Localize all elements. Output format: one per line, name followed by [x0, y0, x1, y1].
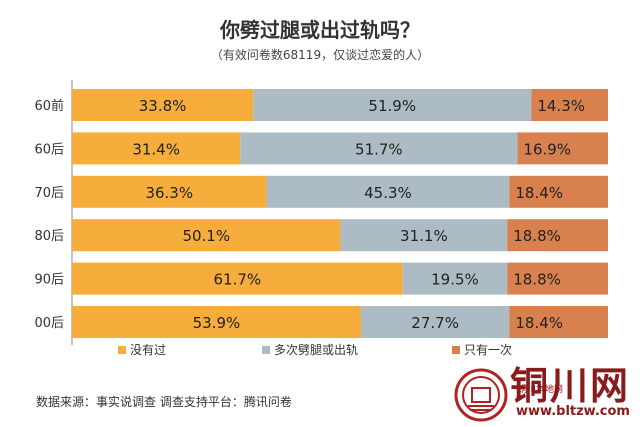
y-tick-label: 60后 — [34, 142, 64, 157]
watermark-site-name: 铜川网 — [510, 363, 631, 408]
bar-data-label: 33.8% — [139, 97, 187, 115]
bar-segment — [402, 262, 508, 295]
bar-data-label: 14.3% — [537, 97, 585, 115]
legend-label: 没有过 — [130, 342, 166, 357]
bar-segment — [72, 219, 341, 252]
bar-segment — [509, 175, 608, 208]
bar-segment — [72, 175, 267, 208]
bar-segment — [253, 89, 532, 121]
bar-data-label: 19.5% — [431, 271, 479, 289]
bar-segment — [72, 89, 254, 121]
legend-swatch — [452, 346, 460, 354]
legend-label: 多次劈腿或出轨 — [274, 342, 358, 357]
chart-subtitle: （有效问卷数68119，仅谈过恋爱的人） — [210, 48, 430, 62]
bar-segment — [72, 262, 403, 295]
legend-label: 只有一次 — [464, 343, 512, 357]
bar-data-label: 36.3% — [145, 184, 193, 202]
watermark-url: www.bltzw.com — [516, 404, 630, 419]
bar-data-label: 18.4% — [515, 314, 563, 332]
y-tick-label: 00后 — [34, 316, 64, 331]
y-tick-label: 70后 — [34, 186, 64, 201]
bar-segment — [509, 306, 608, 338]
data-source-note: 数据来源：事实说调查 调查支持平台：腾讯问卷 — [36, 395, 292, 409]
bar-data-label: 50.1% — [182, 227, 230, 245]
chart-title: 你劈过腿或出过轨吗？ — [220, 18, 420, 42]
bar-data-label: 51.7% — [355, 140, 403, 158]
bar-data-label: 27.7% — [411, 314, 459, 332]
bar-data-label: 31.4% — [132, 140, 180, 158]
bar-segment — [340, 219, 508, 252]
legend-swatch — [118, 346, 126, 354]
y-tick-label: 60前 — [34, 98, 64, 114]
bar-data-label: 61.7% — [214, 271, 262, 289]
watermark-small-text: 铜川本地网 — [518, 385, 564, 395]
bar-data-label: 51.9% — [368, 97, 416, 115]
bar-data-label: 18.8% — [513, 227, 561, 245]
bar-data-label: 45.3% — [364, 184, 412, 202]
bar-segment — [507, 219, 608, 252]
legend-swatch — [262, 346, 270, 354]
bar-data-label: 16.9% — [523, 140, 571, 158]
bar-segment — [240, 132, 518, 165]
bar-data-label: 18.4% — [515, 184, 563, 202]
bar-segment — [507, 262, 608, 295]
bar-segment — [266, 175, 510, 208]
bar-segment — [72, 132, 241, 165]
bar-data-label: 53.9% — [193, 314, 241, 332]
bar-segment — [360, 306, 510, 338]
y-tick-label: 80后 — [34, 229, 64, 244]
bar-segment — [72, 306, 361, 338]
bar-data-label: 31.1% — [400, 227, 448, 245]
bar-segment — [517, 132, 608, 165]
y-tick-label: 90后 — [34, 273, 64, 288]
bar-segment — [531, 89, 608, 121]
bar-data-label: 18.8% — [513, 271, 561, 289]
seal-logo-icon — [454, 368, 508, 422]
